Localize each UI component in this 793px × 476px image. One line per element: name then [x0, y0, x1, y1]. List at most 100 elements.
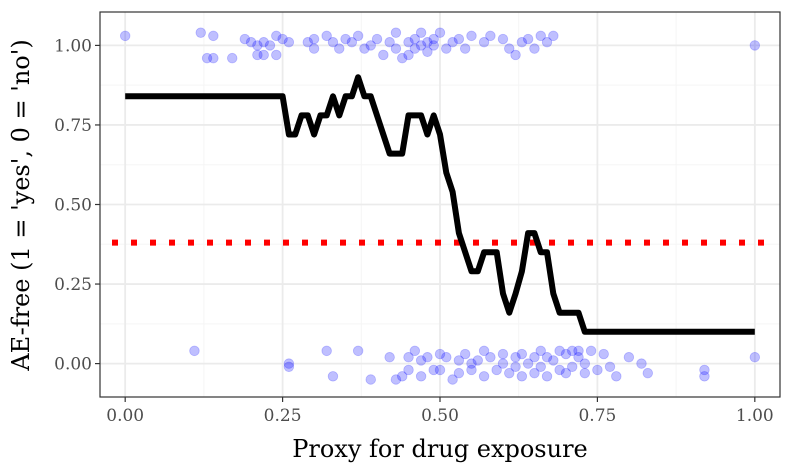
- data-point: [201, 52, 213, 64]
- data-point: [459, 43, 471, 54]
- data-point: [485, 30, 496, 42]
- y-tick-label: 1.00: [54, 36, 92, 56]
- data-point: [466, 30, 477, 42]
- data-point: [390, 43, 402, 54]
- data-point: [415, 371, 427, 382]
- x-tick-label: 0.25: [264, 406, 302, 426]
- data-point: [554, 364, 565, 376]
- data-point: [352, 345, 364, 357]
- data-point: [365, 374, 376, 385]
- data-point: [535, 30, 546, 42]
- data-point: [567, 345, 578, 357]
- data-point: [434, 364, 446, 376]
- data-point: [573, 352, 584, 363]
- x-tick-label: 1.00: [736, 406, 774, 426]
- data-point: [548, 30, 559, 42]
- data-point: [699, 364, 710, 376]
- data-point: [510, 49, 521, 61]
- data-point: [415, 27, 427, 38]
- data-point: [264, 40, 276, 51]
- data-point: [258, 49, 269, 61]
- data-point: [478, 371, 490, 382]
- data-point: [409, 43, 421, 54]
- data-point: [359, 43, 370, 54]
- data-point: [472, 355, 483, 366]
- data-point: [573, 345, 584, 357]
- data-point: [346, 37, 358, 48]
- data-point: [258, 37, 269, 48]
- data-point: [699, 371, 710, 382]
- data-point: [227, 52, 238, 64]
- data-point: [327, 371, 339, 382]
- data-point: [119, 30, 131, 42]
- data-point: [245, 37, 257, 48]
- data-point: [548, 355, 559, 366]
- y-tick-label: 0.50: [54, 196, 92, 216]
- data-point: [415, 355, 427, 366]
- data-point: [365, 40, 376, 51]
- data-point: [522, 33, 534, 45]
- x-axis-title: Proxy for drug exposure: [292, 435, 588, 463]
- data-point: [541, 371, 553, 382]
- data-point: [308, 33, 320, 45]
- data-point: [749, 40, 761, 51]
- data-point: [277, 33, 288, 45]
- data-point: [485, 352, 496, 363]
- data-point: [409, 345, 421, 357]
- data-point: [554, 345, 565, 357]
- data-point: [529, 352, 540, 363]
- data-point: [504, 367, 515, 379]
- data-point: [522, 358, 534, 369]
- x-tick-label: 0.00: [106, 406, 144, 426]
- data-point: [541, 352, 553, 363]
- x-axis-ticks: 0.00 0.25 0.50 0.75 1.00: [106, 397, 774, 426]
- data-point: [510, 352, 521, 363]
- data-point: [283, 37, 295, 48]
- data-point: [283, 358, 295, 369]
- data-point: [611, 371, 622, 382]
- data-point: [516, 37, 528, 48]
- data-point: [434, 27, 446, 38]
- data-point: [592, 364, 603, 376]
- smooth-line-layer: [125, 74, 755, 335]
- data-point: [384, 37, 395, 48]
- y-axis-title: AE-free (1 = 'yes', 0 = 'no'): [7, 39, 35, 371]
- data-point: [516, 348, 528, 360]
- data-point: [308, 43, 320, 54]
- data-point: [579, 358, 591, 369]
- data-point: [327, 37, 339, 48]
- data-point: [208, 52, 219, 64]
- data-point: [403, 37, 414, 48]
- data-point: [497, 358, 509, 369]
- data-point: [453, 355, 465, 366]
- y-axis-ticks: 0.00 0.25 0.50 0.75 1.00: [54, 36, 100, 375]
- data-point: [428, 364, 439, 376]
- data-point: [390, 374, 402, 385]
- data-point: [636, 358, 647, 369]
- data-point: [428, 33, 439, 45]
- data-point: [397, 371, 408, 382]
- data-point: [598, 348, 609, 360]
- y-tick-label: 0.75: [54, 116, 92, 136]
- data-point: [642, 367, 653, 379]
- data-point: [252, 40, 263, 51]
- data-point: [623, 352, 635, 363]
- data-point: [535, 345, 546, 357]
- data-point: [252, 49, 263, 61]
- data-point: [579, 367, 591, 379]
- data-point: [397, 52, 408, 64]
- data-point: [428, 40, 439, 51]
- data-point: [403, 352, 414, 363]
- data-point: [422, 352, 433, 363]
- data-point: [271, 49, 282, 61]
- data-point: [422, 37, 433, 48]
- data-point: [459, 348, 471, 360]
- data-point: [302, 37, 313, 48]
- data-point: [585, 345, 597, 357]
- data-point: [352, 30, 364, 42]
- data-point: [604, 361, 616, 372]
- data-point: [271, 30, 282, 42]
- data-point: [560, 367, 572, 379]
- data-point: [497, 348, 509, 360]
